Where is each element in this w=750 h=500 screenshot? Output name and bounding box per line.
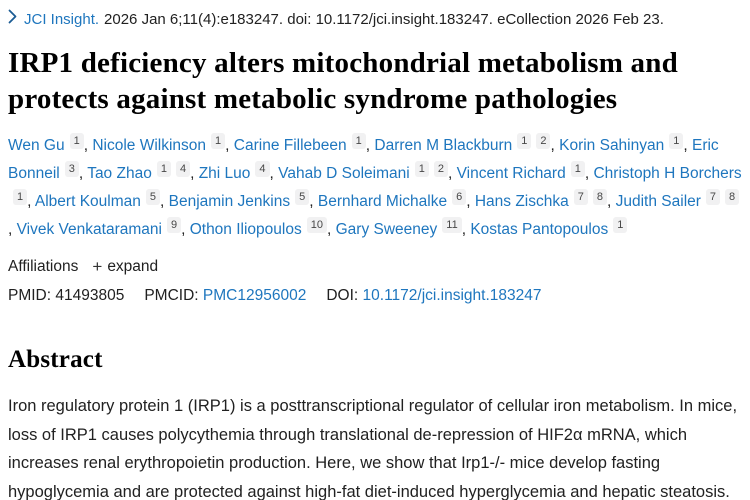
pmcid-item: PMCID: PMC12956002 bbox=[144, 286, 306, 306]
pmid-label: PMID: bbox=[8, 287, 52, 304]
pmcid-label: PMCID: bbox=[144, 287, 199, 304]
affiliation-number-badge[interactable]: 1 bbox=[351, 133, 366, 149]
affiliation-number-badge[interactable]: 1 bbox=[414, 161, 429, 177]
author-link[interactable]: Christoph H Borchers bbox=[593, 165, 742, 182]
author-separator: , bbox=[461, 221, 471, 238]
author-separator: , bbox=[365, 137, 375, 154]
pmid-item: PMID: 41493805 bbox=[8, 286, 124, 306]
author-link[interactable]: Vivek Venkataramani bbox=[16, 221, 162, 238]
author-separator: , bbox=[225, 137, 234, 154]
affiliation-number-badge[interactable]: 1 bbox=[156, 161, 171, 177]
author-link[interactable]: Nicole Wilkinson bbox=[92, 137, 207, 154]
author-separator: , bbox=[269, 165, 279, 182]
author-link[interactable]: Wen Gu bbox=[8, 137, 65, 154]
article-title: IRP1 deficiency alters mitochondrial met… bbox=[8, 47, 678, 115]
affiliation-number-badge[interactable]: 4 bbox=[175, 161, 191, 177]
affiliation-number-badge[interactable]: 7 bbox=[705, 189, 721, 205]
identifiers-row: PMID: 41493805 PMCID: PMC12956002 DOI: 1… bbox=[8, 286, 742, 306]
author-link[interactable]: Darren M Blackburn bbox=[374, 137, 513, 154]
author-link[interactable]: Carine Fillebeen bbox=[233, 137, 347, 154]
author-link[interactable]: Gary Sweeney bbox=[335, 221, 438, 238]
doi-label: DOI: bbox=[326, 287, 359, 304]
affiliation-number-badge[interactable]: 8 bbox=[725, 189, 740, 205]
author-separator: , bbox=[683, 137, 692, 154]
affiliation-number-badge[interactable]: 1 bbox=[69, 133, 84, 149]
affiliation-number-badge[interactable]: 1 bbox=[517, 133, 532, 149]
affiliation-number-badge[interactable]: 11 bbox=[442, 217, 462, 233]
author-separator: , bbox=[27, 193, 35, 210]
affiliation-number-badge[interactable]: 1 bbox=[669, 133, 684, 149]
author-link[interactable]: Albert Koulman bbox=[34, 193, 141, 210]
affiliation-number-badge[interactable]: 4 bbox=[255, 161, 270, 177]
author-separator: , bbox=[181, 221, 190, 238]
expand-label: expand bbox=[107, 258, 159, 275]
author-separator: , bbox=[326, 221, 336, 238]
author-link[interactable]: Judith Sailer bbox=[615, 193, 701, 210]
authors-list: Wen Gu 1, Nicole Wilkinson 1, Carine Fille… bbox=[8, 132, 742, 244]
doi-link[interactable]: 10.1172/jci.insight.183247 bbox=[362, 287, 542, 304]
author-separator: , bbox=[466, 193, 475, 210]
author-link[interactable]: Tao Zhao bbox=[87, 165, 152, 182]
journal-expand-button[interactable]: JCI Insight. bbox=[8, 9, 99, 30]
affiliation-number-badge[interactable]: 3 bbox=[64, 161, 79, 177]
doi-item: DOI: 10.1172/jci.insight.183247 bbox=[326, 286, 541, 306]
author-link[interactable]: Zhi Luo bbox=[198, 165, 251, 182]
author-link[interactable]: Hans Zischka bbox=[474, 193, 569, 210]
affiliation-number-badge[interactable]: 1 bbox=[613, 217, 628, 233]
affiliation-number-badge[interactable]: 2 bbox=[433, 161, 448, 177]
affiliation-number-badge[interactable]: 5 bbox=[295, 189, 310, 205]
author-link[interactable]: Benjamin Jenkins bbox=[168, 193, 291, 210]
affiliation-number-badge[interactable]: 7 bbox=[573, 189, 588, 205]
affiliation-number-badge[interactable]: 1 bbox=[13, 189, 28, 205]
affiliation-number-badge[interactable]: 10 bbox=[306, 217, 327, 233]
author-separator: , bbox=[83, 137, 93, 154]
author-link[interactable]: Kostas Pantopoulos bbox=[470, 221, 609, 238]
affiliation-number-badge[interactable]: 6 bbox=[452, 189, 467, 205]
affiliation-number-badge[interactable]: 5 bbox=[145, 189, 160, 205]
affiliation-number-badge[interactable]: 9 bbox=[166, 217, 182, 233]
affiliations-expand-button[interactable]: + expand bbox=[92, 257, 158, 277]
pmcid-link[interactable]: PMC12956002 bbox=[202, 287, 307, 304]
author-link[interactable]: Bernhard Michalke bbox=[317, 193, 448, 210]
affiliations-row: Affiliations + expand bbox=[8, 257, 742, 277]
abstract-text: Iron regulatory protein 1 (IRP1) is a po… bbox=[8, 397, 738, 500]
journal-name-link[interactable]: JCI Insight. bbox=[24, 10, 100, 28]
citation-details: 2026 Jan 6;11(4):e183247. doi: 10.1172/j… bbox=[104, 10, 664, 28]
author-link[interactable]: Korin Sahinyan bbox=[559, 137, 665, 154]
pmid-value: 41493805 bbox=[55, 287, 125, 304]
affiliation-number-badge[interactable]: 1 bbox=[211, 133, 226, 149]
author-separator: , bbox=[78, 165, 88, 182]
affiliation-number-badge[interactable]: 2 bbox=[536, 133, 551, 149]
abstract-heading: Abstract bbox=[8, 346, 103, 373]
author-separator: , bbox=[447, 165, 457, 182]
affiliation-number-badge[interactable]: 8 bbox=[592, 189, 607, 205]
affiliation-number-badge[interactable]: 1 bbox=[570, 161, 585, 177]
author-separator: , bbox=[8, 221, 17, 238]
author-link[interactable]: Vincent Richard bbox=[456, 165, 566, 182]
author-separator: , bbox=[550, 137, 560, 154]
author-separator: , bbox=[190, 165, 199, 182]
author-link[interactable]: Vahab D Soleimani bbox=[278, 165, 410, 182]
author-link[interactable]: Othon Iliopoulos bbox=[189, 221, 302, 238]
chevron-right-icon bbox=[8, 9, 17, 30]
author-separator: , bbox=[584, 165, 594, 182]
author-link[interactable]: Eric Bonneil bbox=[8, 137, 719, 182]
author-separator: , bbox=[607, 193, 616, 210]
affiliations-label: Affiliations bbox=[8, 258, 79, 275]
author-separator: , bbox=[160, 193, 169, 210]
plus-icon: + bbox=[92, 257, 103, 276]
author-separator: , bbox=[309, 193, 318, 210]
journal-citation: JCI Insight. 2026 Jan 6;11(4):e183247. d… bbox=[8, 9, 742, 30]
